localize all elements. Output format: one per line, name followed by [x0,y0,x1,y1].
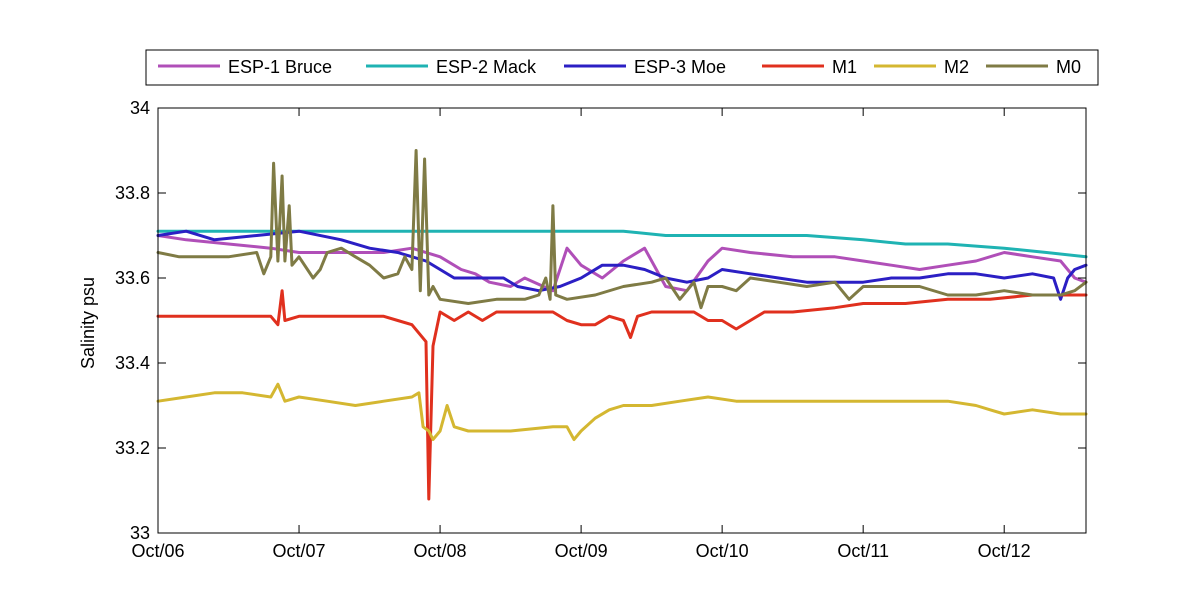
legend-label: M2 [944,57,969,77]
x-tick-label: Oct/08 [414,541,467,561]
y-tick-label: 33.2 [115,438,150,458]
y-tick-label: 33.6 [115,268,150,288]
legend-label: M0 [1056,57,1081,77]
series-line-m0 [156,149,1088,310]
y-tick-label: 34 [130,98,150,118]
series-line-m2 [156,382,1088,441]
legend: ESP-1 Bruce ESP-2 Mack ESP-3 Moe M1 M2 M0 [145,49,1099,86]
y-axis-label: Salinity psu [78,277,98,369]
x-tick-label: Oct/11 [837,541,889,561]
y-tick-label: 33.4 [115,353,150,373]
x-tick-label: Oct/09 [555,541,608,561]
x-tick-label: Oct/06 [131,541,184,561]
y-tick-label: 33.8 [115,183,150,203]
series-layer [156,149,1088,501]
x-tick-label: Oct/12 [978,541,1031,561]
series-line-esp-1-bruce [156,234,1088,293]
legend-label: ESP-2 Mack [436,57,537,77]
series-line-esp-2-mack [156,229,1088,259]
x-tick-label: Oct/07 [273,541,326,561]
axes-layer: 33 33.2 33.4 33.6 33.8 34 Oct/06 Oct/07 Oct/08 Oc… [115,98,1087,561]
series-line-m1 [156,289,1088,501]
y-tick-label: 33 [130,523,150,543]
legend-label: ESP-3 Moe [634,57,726,77]
x-tick-label: Oct/10 [696,541,749,561]
legend-label: M1 [832,57,857,77]
legend-label: ESP-1 Bruce [228,57,332,77]
plot-frame [157,107,1087,534]
